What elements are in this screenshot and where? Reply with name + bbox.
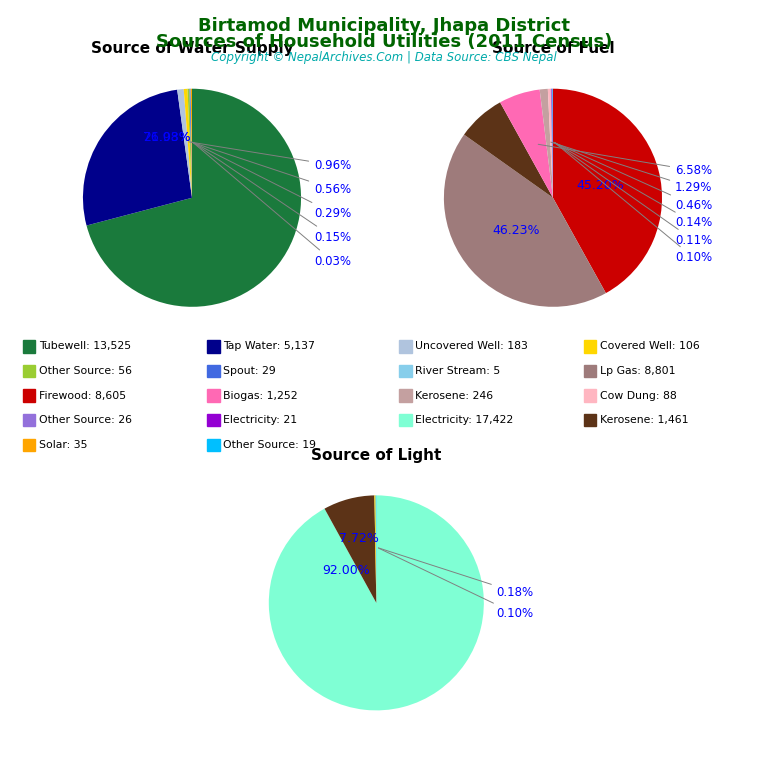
Title: Source of Fuel: Source of Fuel <box>492 41 614 56</box>
Text: 0.14%: 0.14% <box>554 142 713 230</box>
Text: 0.03%: 0.03% <box>194 143 351 267</box>
Text: Electricity: 21: Electricity: 21 <box>223 415 298 425</box>
Title: Source of Water Supply: Source of Water Supply <box>91 41 293 56</box>
Text: Other Source: 56: Other Source: 56 <box>39 366 132 376</box>
Text: Electricity: 17,422: Electricity: 17,422 <box>415 415 514 425</box>
Text: Tubewell: 13,525: Tubewell: 13,525 <box>39 341 131 352</box>
Wedge shape <box>190 88 192 198</box>
Text: 0.11%: 0.11% <box>554 143 713 247</box>
Text: Lp Gas: 8,801: Lp Gas: 8,801 <box>600 366 675 376</box>
Wedge shape <box>83 90 192 226</box>
Title: Source of Light: Source of Light <box>311 449 442 463</box>
Wedge shape <box>187 89 192 198</box>
Wedge shape <box>540 89 553 198</box>
Wedge shape <box>190 89 192 198</box>
Text: 0.15%: 0.15% <box>194 143 351 243</box>
Text: 0.46%: 0.46% <box>554 142 713 212</box>
Text: 0.96%: 0.96% <box>189 142 352 171</box>
Text: River Stream: 5: River Stream: 5 <box>415 366 501 376</box>
Wedge shape <box>553 88 662 293</box>
Wedge shape <box>464 102 553 198</box>
Text: 0.29%: 0.29% <box>193 142 352 220</box>
Text: 0.18%: 0.18% <box>379 548 534 598</box>
Wedge shape <box>269 495 484 710</box>
Wedge shape <box>551 89 553 198</box>
Wedge shape <box>500 90 553 198</box>
Text: 1.29%: 1.29% <box>551 142 713 194</box>
Text: Other Source: 19: Other Source: 19 <box>223 439 316 450</box>
Wedge shape <box>444 134 606 306</box>
Text: Sources of Household Utilities (2011 Census): Sources of Household Utilities (2011 Cen… <box>156 33 612 51</box>
Text: Biogas: 1,252: Biogas: 1,252 <box>223 390 298 401</box>
Text: Covered Well: 106: Covered Well: 106 <box>600 341 700 352</box>
Wedge shape <box>325 495 376 603</box>
Text: 6.58%: 6.58% <box>538 144 712 177</box>
Wedge shape <box>551 89 553 198</box>
Text: Birtamod Municipality, Jhapa District: Birtamod Municipality, Jhapa District <box>198 17 570 35</box>
Text: Spout: 29: Spout: 29 <box>223 366 276 376</box>
Text: Firewood: 8,605: Firewood: 8,605 <box>39 390 126 401</box>
Text: Kerosene: 246: Kerosene: 246 <box>415 390 494 401</box>
Text: Other Source: 26: Other Source: 26 <box>39 415 132 425</box>
Text: 0.10%: 0.10% <box>555 143 712 264</box>
Text: 0.56%: 0.56% <box>191 142 351 196</box>
Text: 46.23%: 46.23% <box>492 224 540 237</box>
Text: Cow Dung: 88: Cow Dung: 88 <box>600 390 677 401</box>
Text: Solar: 35: Solar: 35 <box>39 439 88 450</box>
Wedge shape <box>177 89 192 198</box>
Text: 45.20%: 45.20% <box>577 179 624 192</box>
Text: Tap Water: 5,137: Tap Water: 5,137 <box>223 341 316 352</box>
Wedge shape <box>184 89 192 198</box>
Text: 92.00%: 92.00% <box>323 564 370 577</box>
Text: Uncovered Well: 183: Uncovered Well: 183 <box>415 341 528 352</box>
Text: 0.10%: 0.10% <box>379 548 534 620</box>
Text: Kerosene: 1,461: Kerosene: 1,461 <box>600 415 688 425</box>
Wedge shape <box>87 88 301 306</box>
Wedge shape <box>548 89 553 198</box>
Wedge shape <box>374 495 376 603</box>
Text: Copyright © NepalArchives.Com | Data Source: CBS Nepal: Copyright © NepalArchives.Com | Data Sou… <box>211 51 557 64</box>
Wedge shape <box>190 89 192 198</box>
Text: 7.72%: 7.72% <box>339 532 379 545</box>
Text: 71.03%: 71.03% <box>143 131 190 144</box>
Text: 26.98%: 26.98% <box>143 131 190 144</box>
